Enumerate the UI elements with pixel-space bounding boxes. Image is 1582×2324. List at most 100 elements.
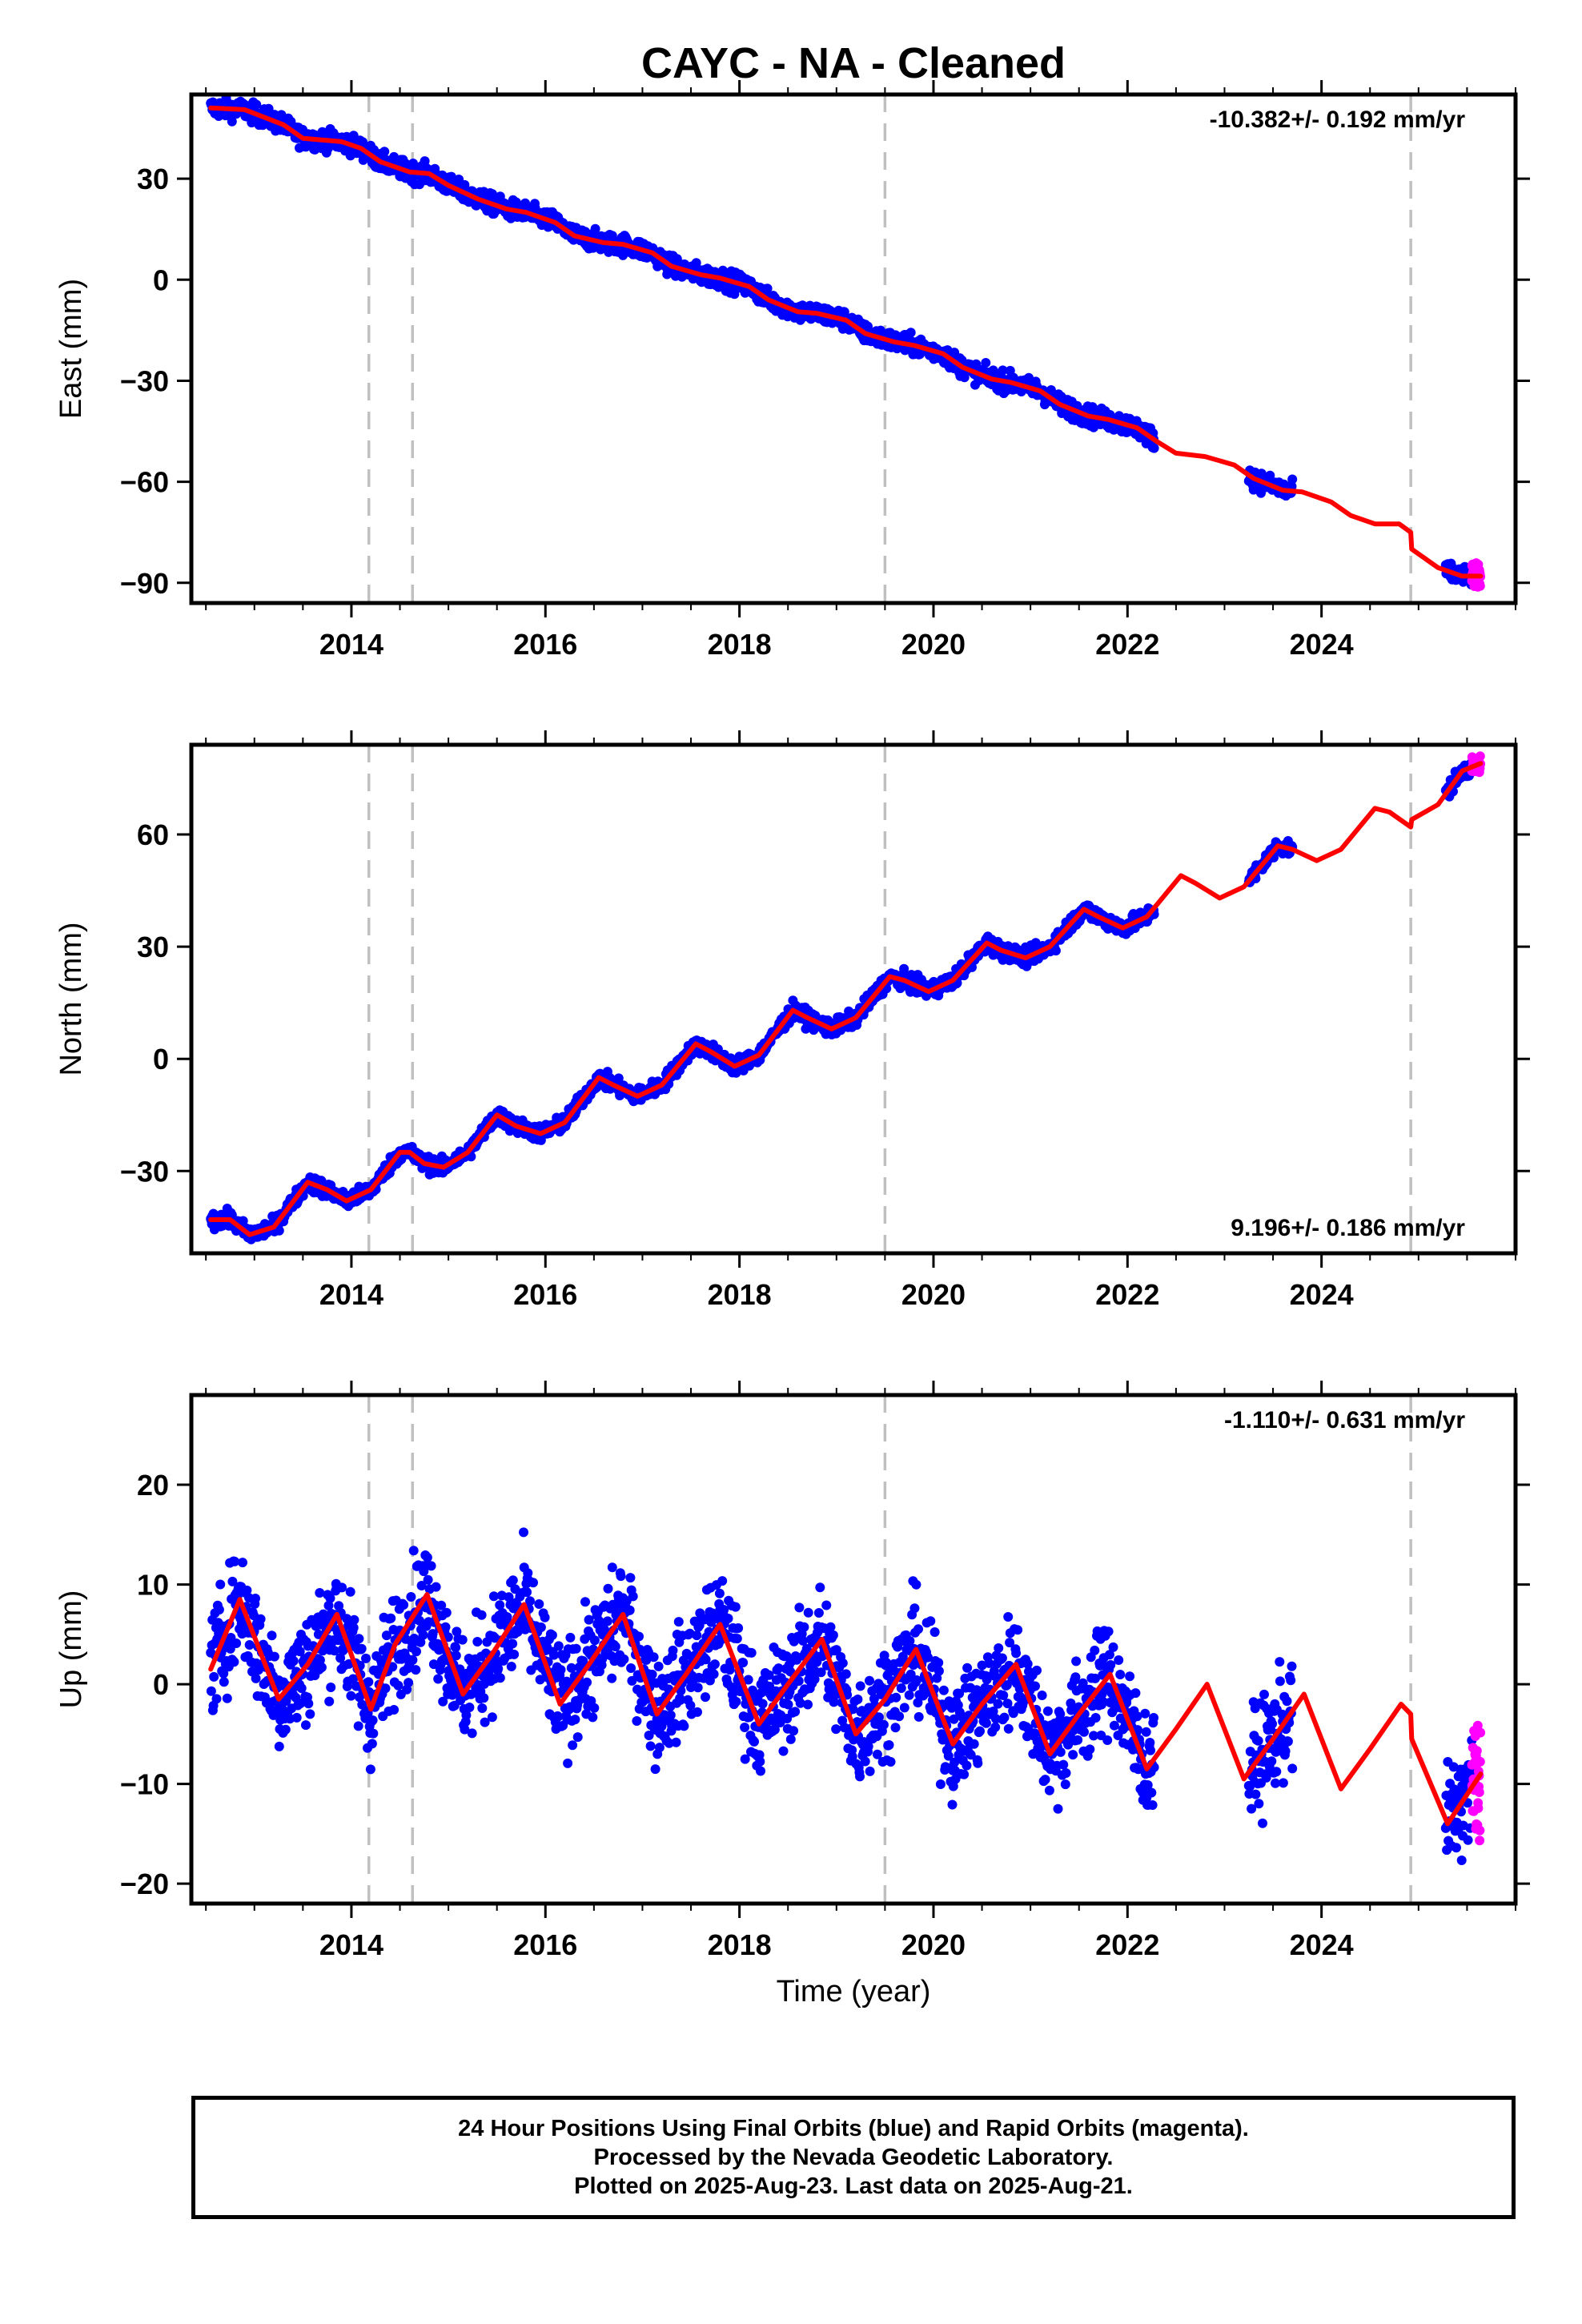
data-point	[348, 1622, 359, 1633]
data-point	[671, 1737, 681, 1747]
y-axis-label: East (mm)	[54, 279, 88, 419]
y-tick-label: 0	[153, 263, 169, 296]
plot-area	[206, 1395, 1486, 1904]
data-point	[664, 1738, 674, 1748]
data-point	[632, 1716, 642, 1726]
data-point	[565, 1632, 576, 1642]
data-point	[215, 1579, 226, 1590]
data-point	[451, 1642, 461, 1653]
data-point	[625, 1573, 636, 1583]
data-point	[493, 1663, 504, 1674]
data-point	[506, 1662, 516, 1671]
data-point	[211, 1694, 222, 1704]
data-point	[634, 1631, 644, 1642]
data-point	[679, 1721, 689, 1731]
data-point	[399, 1600, 409, 1610]
data-point	[380, 1683, 391, 1694]
data-point	[619, 1654, 629, 1664]
x-tick-label: 2014	[319, 1278, 383, 1311]
data-point	[477, 1703, 488, 1713]
data-point	[316, 1663, 327, 1673]
data-point	[522, 1587, 532, 1598]
data-point	[582, 1677, 592, 1687]
data-point	[653, 1661, 664, 1671]
data-point	[426, 1561, 436, 1571]
data-point	[607, 1562, 617, 1573]
data-point	[238, 1558, 247, 1568]
data-point	[509, 1649, 520, 1659]
y-tick-label: −30	[120, 364, 169, 397]
data-point	[528, 1578, 538, 1588]
data-point	[386, 1613, 396, 1623]
data-point	[303, 1699, 314, 1709]
x-tick-label: 2018	[708, 1278, 772, 1311]
plot-frame	[189, 92, 1518, 605]
data-point	[440, 1622, 451, 1632]
data-point	[480, 1717, 490, 1727]
data-point	[431, 1582, 441, 1592]
x-tick-label: 2020	[901, 1278, 966, 1311]
data-point	[367, 1739, 377, 1749]
data-point	[428, 1659, 439, 1670]
points-final-orbits	[206, 1527, 1477, 1865]
data-point	[346, 1691, 356, 1701]
data-point	[348, 1674, 359, 1684]
data-point	[613, 1073, 624, 1084]
data-point	[668, 1645, 678, 1655]
data-point	[381, 1630, 391, 1641]
y-tick-label: 30	[137, 931, 169, 963]
data-point	[227, 116, 237, 127]
data-point	[422, 1552, 432, 1562]
data-point	[685, 1700, 696, 1711]
data-point	[584, 1614, 594, 1625]
data-point	[472, 1637, 483, 1647]
model-line	[208, 761, 1484, 1237]
data-point	[461, 1710, 472, 1720]
data-point	[452, 1626, 462, 1637]
velocity-rate-label: -10.382+/- 0.192 mm/yr	[1210, 107, 1466, 133]
data-point	[356, 1643, 367, 1654]
data-point	[905, 328, 916, 338]
data-point	[428, 1629, 438, 1639]
data-point	[572, 1732, 583, 1743]
data-point	[616, 1571, 626, 1582]
data-point	[408, 1655, 418, 1665]
x-tick-label: 2016	[513, 628, 577, 661]
data-point	[209, 1671, 219, 1682]
data-point	[324, 1696, 335, 1707]
data-point	[315, 1655, 325, 1665]
data-point	[229, 1657, 239, 1667]
data-point	[673, 1617, 684, 1627]
data-point	[641, 1655, 652, 1665]
data-point	[251, 1673, 261, 1683]
plot-frame	[189, 742, 1518, 1256]
data-point	[495, 1600, 505, 1610]
data-point	[408, 1546, 419, 1556]
y-tick-label: −30	[120, 1155, 169, 1188]
data-point	[251, 99, 262, 110]
data-point	[354, 1634, 364, 1644]
data-point	[512, 1626, 523, 1637]
data-point	[590, 223, 600, 234]
data-point	[418, 1630, 428, 1640]
data-point	[353, 1721, 363, 1731]
data-point	[305, 1709, 315, 1719]
data-point	[295, 1647, 305, 1657]
data-point	[547, 1630, 557, 1640]
data-point	[288, 1656, 299, 1666]
data-point	[627, 1675, 637, 1686]
data-point	[269, 1651, 279, 1662]
x-tick-label: 2014	[319, 628, 383, 661]
data-point	[1149, 443, 1159, 453]
data-point	[654, 1743, 665, 1753]
data-point	[563, 1758, 573, 1768]
east-panel: 2014 2016 2018 2020 2022 2024−90−60−30030East…	[54, 80, 1530, 661]
data-point	[274, 1741, 284, 1751]
data-point	[488, 1591, 499, 1602]
data-point	[762, 283, 773, 294]
x-tick-label: 2024	[1290, 628, 1354, 661]
data-point	[367, 1715, 378, 1726]
data-point	[451, 1651, 461, 1661]
